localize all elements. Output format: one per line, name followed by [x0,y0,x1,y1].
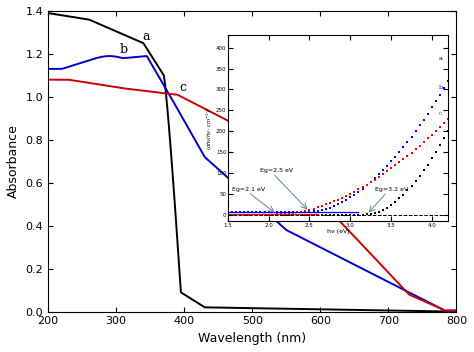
X-axis label: Wavelength (nm): Wavelength (nm) [198,332,306,345]
Y-axis label: Absorbance: Absorbance [7,124,20,198]
Text: a: a [142,30,149,43]
Text: c: c [180,81,186,94]
Text: b: b [119,43,128,56]
